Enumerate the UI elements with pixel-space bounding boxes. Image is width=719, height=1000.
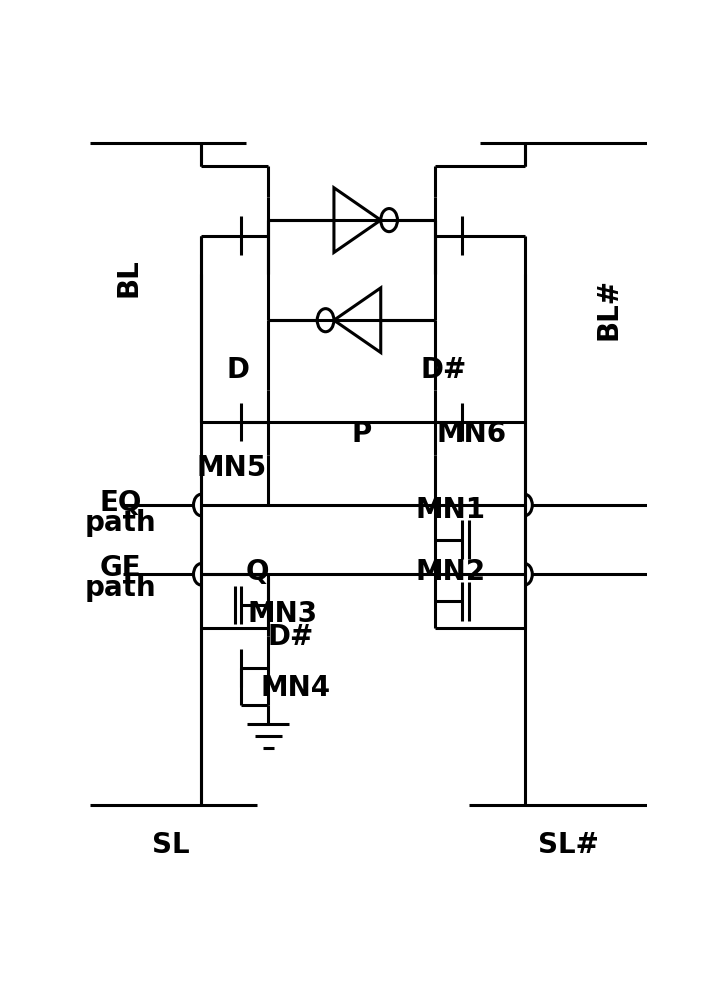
Text: MN5: MN5 bbox=[197, 454, 267, 482]
Text: P: P bbox=[352, 420, 372, 448]
Text: D: D bbox=[226, 356, 249, 384]
Text: MN1: MN1 bbox=[416, 496, 486, 524]
Text: path: path bbox=[85, 509, 156, 537]
Text: SL: SL bbox=[152, 831, 190, 859]
Text: GE: GE bbox=[100, 554, 142, 582]
Text: EQ: EQ bbox=[99, 489, 142, 517]
Text: D#: D# bbox=[421, 356, 467, 384]
Text: MN2: MN2 bbox=[416, 558, 486, 586]
Text: BL: BL bbox=[115, 258, 143, 297]
Text: MN6: MN6 bbox=[436, 420, 507, 448]
Text: Q: Q bbox=[245, 558, 269, 586]
Text: SL#: SL# bbox=[538, 831, 598, 859]
Text: D#: D# bbox=[267, 623, 313, 651]
Text: BL#: BL# bbox=[594, 278, 622, 340]
Text: path: path bbox=[85, 574, 156, 602]
Text: MN3: MN3 bbox=[247, 600, 317, 628]
Text: MN4: MN4 bbox=[261, 674, 331, 702]
